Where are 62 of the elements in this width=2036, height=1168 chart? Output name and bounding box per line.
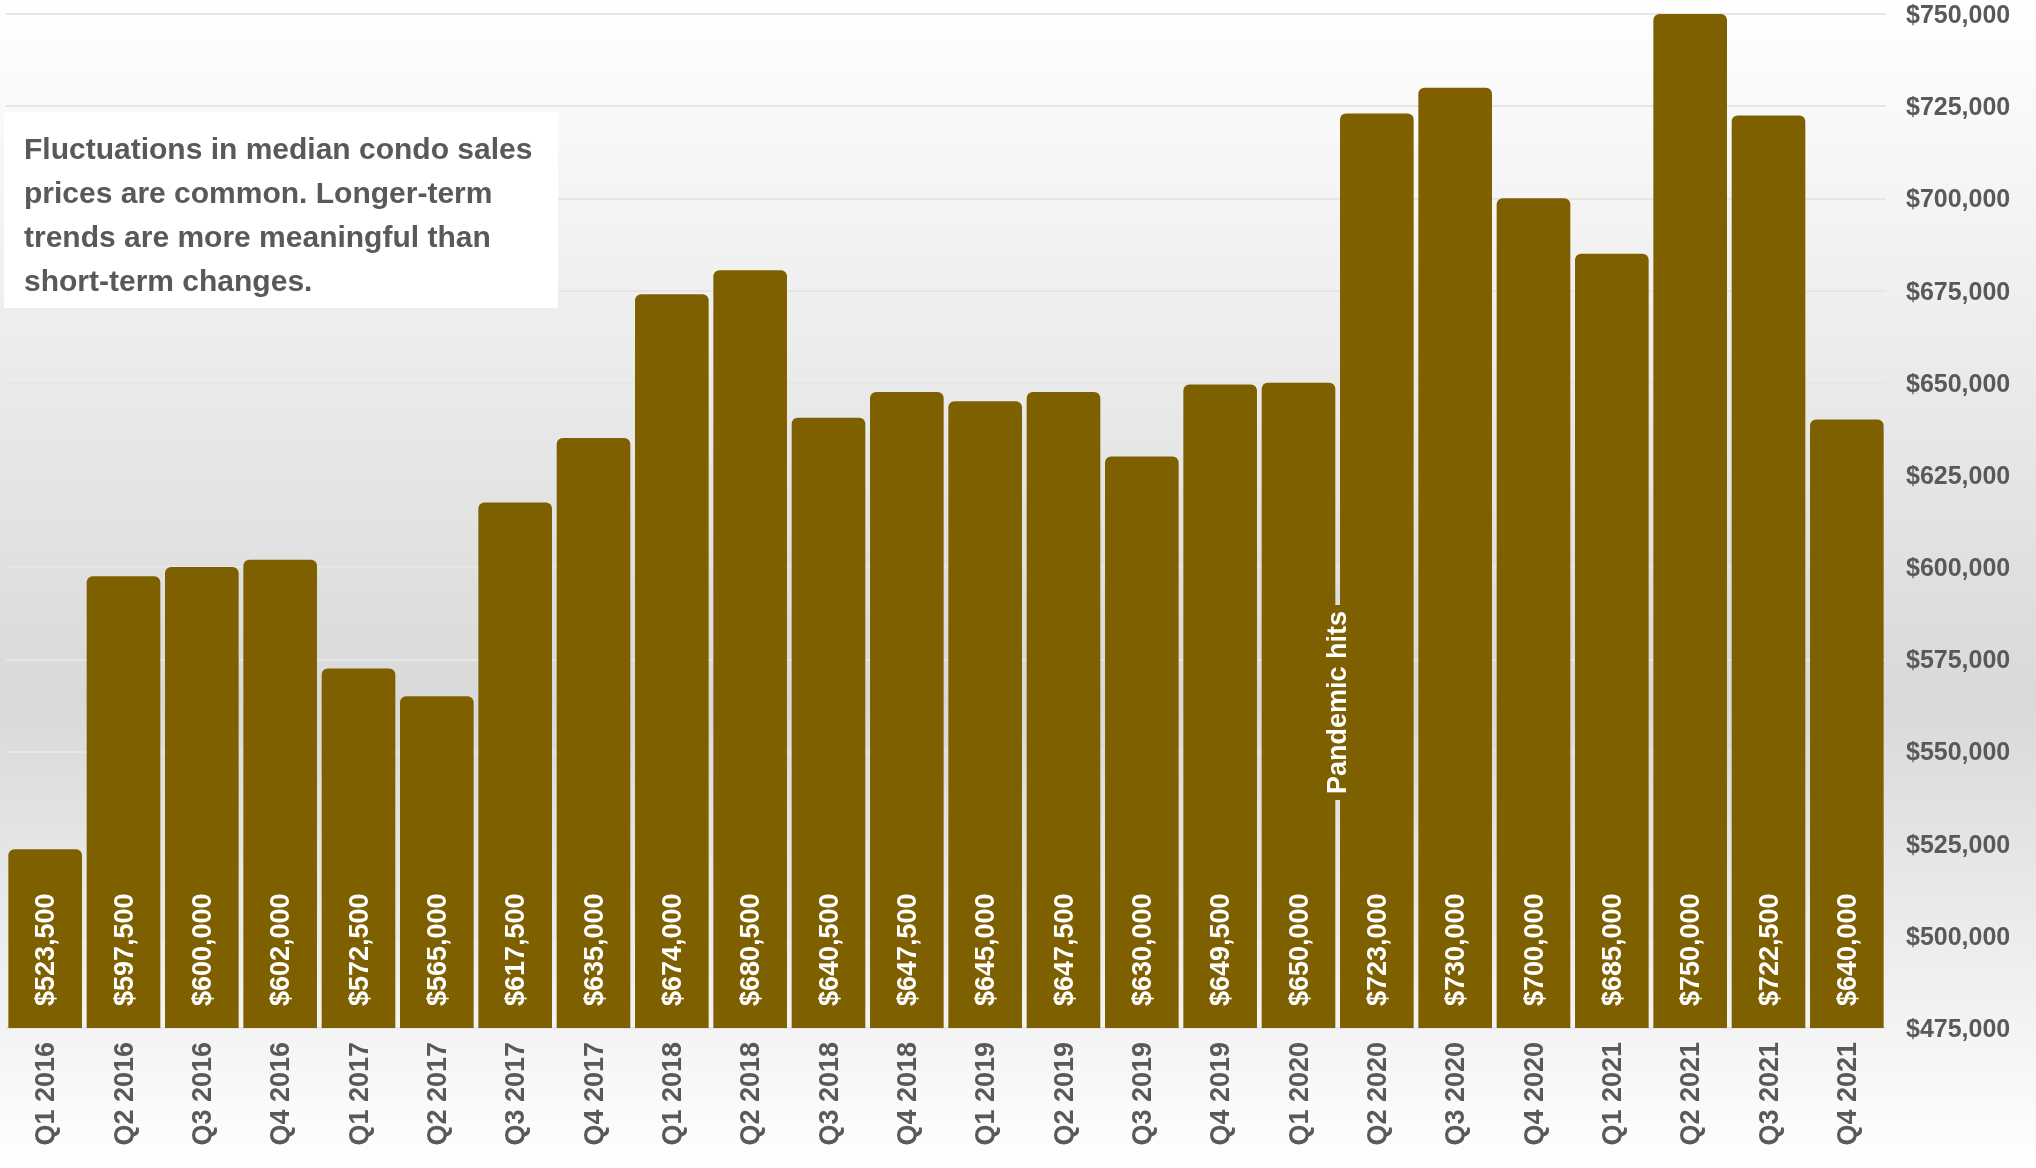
data-label: $640,000 [1831,893,1862,1006]
y-tick-label: $500,000 [1906,921,2011,950]
x-tick-label: Q1 2021 [1596,1042,1627,1146]
y-tick-label: $700,000 [1906,184,2011,213]
x-tick-label: Q3 2019 [1126,1042,1157,1146]
x-tick-label: Q3 2020 [1440,1042,1471,1146]
x-tick-label: Q4 2016 [265,1042,296,1146]
y-tick-label: $600,000 [1906,553,2011,582]
x-tick-label: Q3 2021 [1753,1042,1784,1146]
y-tick-label: $475,000 [1906,1014,2011,1042]
x-tick-label: Q2 2018 [735,1042,766,1146]
data-label: $572,500 [343,893,374,1006]
annotation: Fluctuations in median condo sales prices are common. Longer-term trends are more meaningful than short-term changes. [24,131,541,297]
data-label: $617,500 [500,893,531,1006]
data-label: $730,000 [1440,893,1471,1006]
data-label: $700,000 [1518,893,1549,1006]
data-label: $645,000 [970,893,1001,1006]
y-tick-label: $675,000 [1906,276,2011,305]
y-tick-label: $725,000 [1906,92,2011,121]
data-label: $635,000 [578,893,609,1006]
x-tick-label: Q1 2020 [1283,1042,1314,1146]
x-tick-label: Q4 2020 [1518,1042,1549,1146]
data-label: $523,500 [30,893,61,1006]
x-tick-label: Q3 2017 [500,1042,531,1146]
y-tick-label: $575,000 [1906,645,2011,674]
data-label: $685,000 [1596,893,1627,1006]
data-label: $750,000 [1675,893,1706,1006]
x-tick-label: Q1 2016 [30,1042,61,1146]
y-tick-label: $550,000 [1906,737,2011,766]
data-label: $565,000 [421,893,452,1006]
x-tick-label: Q1 2017 [343,1042,374,1146]
x-tick-label: Q1 2018 [656,1042,687,1146]
x-tick-label: Q1 2019 [970,1042,1001,1146]
x-tick-label: Q3 2016 [186,1042,217,1146]
x-tick-label: Q2 2019 [1048,1042,1079,1146]
x-tick-label: Q2 2016 [108,1042,139,1146]
y-tick-label: $750,000 [1906,0,2011,28]
data-label: $597,500 [108,893,139,1006]
x-tick-label: Q2 2021 [1675,1042,1706,1146]
y-tick-label: $625,000 [1906,460,2011,489]
data-label: $723,000 [1361,893,1392,1006]
y-tick-label: $525,000 [1906,829,2011,858]
y-tick-label: $650,000 [1906,368,2011,397]
data-label: $674,000 [656,893,687,1006]
x-tick-label: Q4 2018 [891,1042,922,1146]
x-tick-label: Q2 2020 [1361,1042,1392,1146]
data-label: $600,000 [186,893,217,1006]
data-label: $647,500 [891,893,922,1006]
data-label: $722,500 [1753,893,1784,1006]
x-tick-label: Q4 2021 [1831,1042,1862,1146]
data-label: $630,000 [1126,893,1157,1006]
data-label: $650,000 [1283,893,1314,1006]
data-label: $602,000 [265,893,296,1006]
data-label: $680,500 [735,893,766,1006]
data-label: $647,500 [1048,893,1079,1006]
data-label: $649,500 [1205,893,1236,1006]
x-tick-label: Q4 2019 [1205,1042,1236,1146]
data-label: $640,500 [813,893,844,1006]
x-tick-label: Q2 2017 [421,1042,452,1146]
x-tick-label: Q3 2018 [813,1042,844,1146]
annotation: Pandemic hits [1322,610,1352,794]
x-tick-label: Q4 2017 [578,1042,609,1146]
